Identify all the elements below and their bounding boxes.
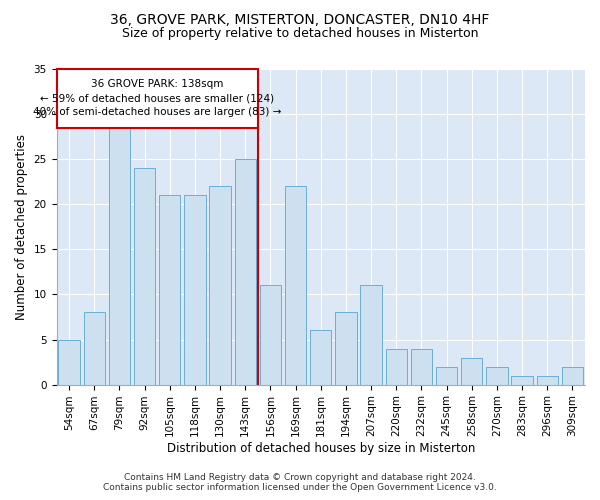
Text: 36, GROVE PARK, MISTERTON, DONCASTER, DN10 4HF: 36, GROVE PARK, MISTERTON, DONCASTER, DN… — [110, 12, 490, 26]
Bar — [235, 159, 256, 384]
Bar — [260, 286, 281, 384]
Bar — [58, 340, 80, 384]
Bar — [159, 195, 181, 384]
Bar — [511, 376, 533, 384]
Bar — [436, 366, 457, 384]
Bar — [285, 186, 306, 384]
X-axis label: Distribution of detached houses by size in Misterton: Distribution of detached houses by size … — [167, 442, 475, 455]
Bar — [134, 168, 155, 384]
Bar — [310, 330, 331, 384]
Bar — [109, 123, 130, 384]
Y-axis label: Number of detached properties: Number of detached properties — [15, 134, 28, 320]
Bar — [536, 376, 558, 384]
Bar — [411, 348, 432, 384]
Bar — [83, 312, 105, 384]
Bar — [486, 366, 508, 384]
Text: Size of property relative to detached houses in Misterton: Size of property relative to detached ho… — [122, 28, 478, 40]
Text: Contains HM Land Registry data © Crown copyright and database right 2024.
Contai: Contains HM Land Registry data © Crown c… — [103, 473, 497, 492]
Bar — [209, 186, 231, 384]
Bar — [335, 312, 356, 384]
Bar — [56, 69, 258, 128]
Bar — [562, 366, 583, 384]
Bar — [361, 286, 382, 384]
Bar — [386, 348, 407, 384]
Bar — [461, 358, 482, 384]
Bar — [184, 195, 206, 384]
Text: 36 GROVE PARK: 138sqm
← 59% of detached houses are smaller (124)
40% of semi-det: 36 GROVE PARK: 138sqm ← 59% of detached … — [33, 80, 281, 118]
